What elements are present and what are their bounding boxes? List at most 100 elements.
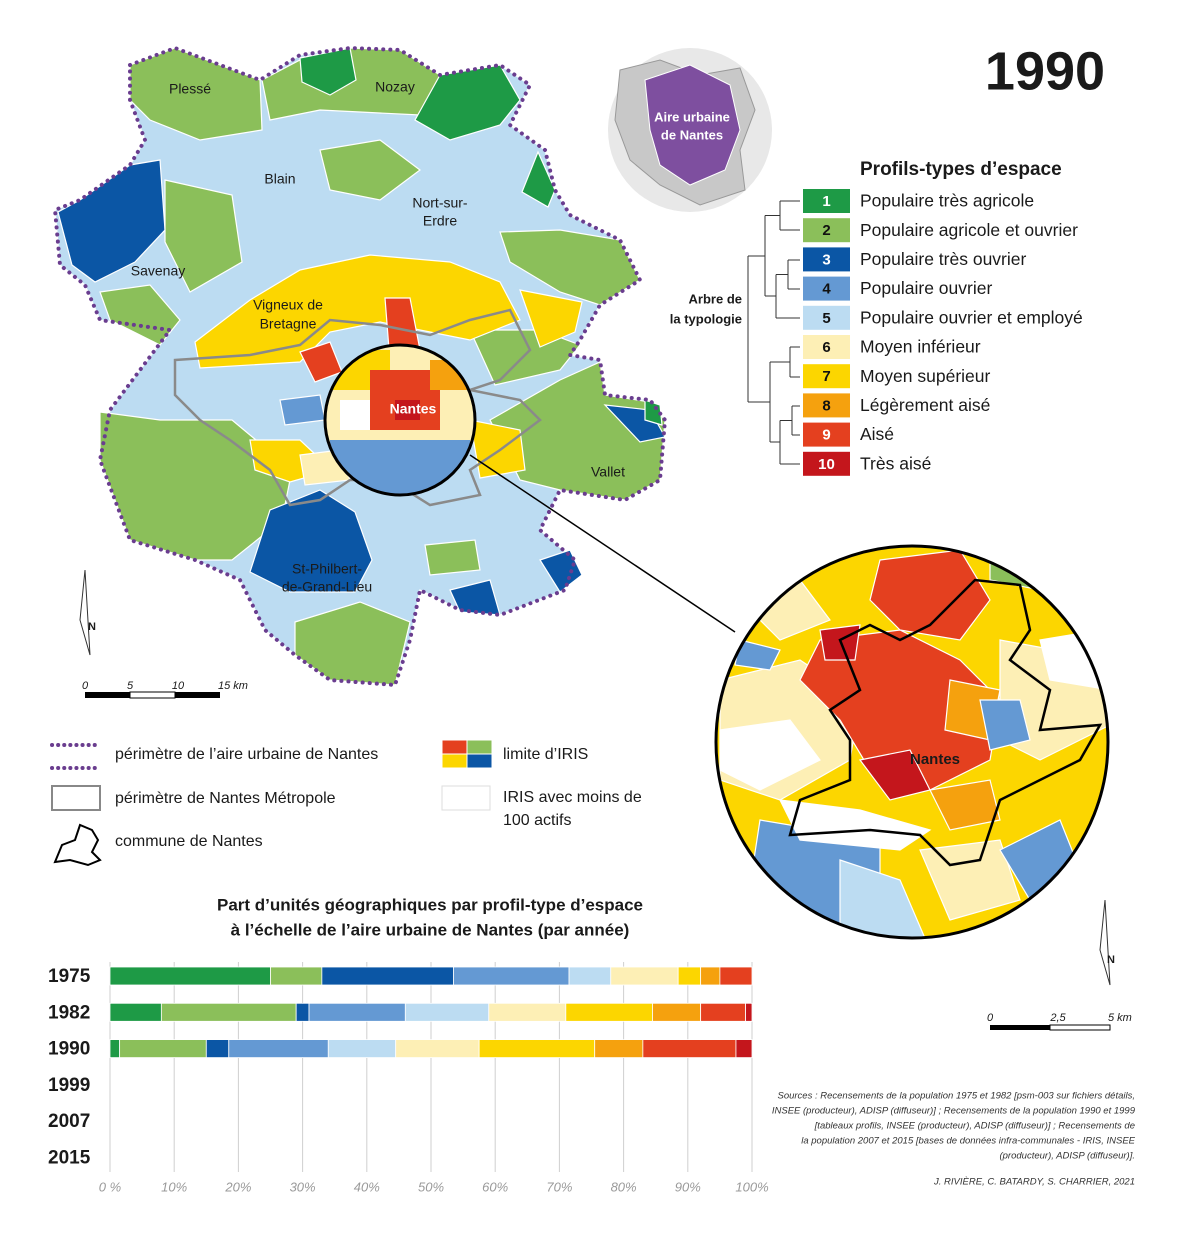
legend-key: 5: [822, 310, 830, 327]
legend-swatch: [803, 422, 850, 447]
x-tick-label: 0 %: [99, 1179, 121, 1194]
place-label: Nantes: [390, 401, 437, 417]
place-label: Vallet: [591, 464, 625, 480]
legend-title: Profils-types d’espace: [860, 159, 1062, 180]
legend-key: 10: [818, 456, 835, 473]
zoom-label: Nantes: [910, 751, 960, 768]
place-label: Bretagne: [260, 316, 317, 332]
north-label: N: [1107, 954, 1115, 966]
place-label: Savenay: [131, 263, 185, 279]
scale-bar: 0 5 10 15 km 0 2,5 5 km: [82, 680, 1132, 1031]
scale-label: 0: [82, 680, 89, 692]
legend-label: Populaire très ouvrier: [860, 249, 1026, 269]
legend-label: Moyen supérieur: [860, 366, 991, 386]
bar-segment: [308, 1002, 406, 1022]
inset-label: de Nantes: [661, 127, 723, 142]
legend-swatch: [803, 364, 850, 389]
y-tick-label: 1975: [48, 966, 91, 987]
chart-title: Part d’unités géographiques par profil-t…: [217, 895, 643, 914]
x-tick-label: 40%: [354, 1179, 380, 1194]
legend-label: Populaire agricole et ouvrier: [860, 220, 1078, 240]
bar-segment: [404, 1002, 490, 1022]
tree-label: Arbre de: [689, 291, 742, 306]
bar-segment: [109, 966, 271, 986]
source-line: [tableaux profils, INSEE (producteur), A…: [814, 1121, 1135, 1132]
bar-segment: [109, 1039, 121, 1058]
bar-segment: [321, 966, 454, 986]
legend-label: Populaire très agricole: [860, 191, 1034, 211]
legend-label: Très aisé: [860, 453, 931, 473]
source-line: INSEE (producteur), ADISP (diffuseur)] ;…: [772, 1106, 1136, 1117]
legend-swatch: [803, 451, 850, 476]
legend-label: périmètre de Nantes Métropole: [115, 790, 336, 807]
scale-label: 5 km: [1108, 1012, 1132, 1024]
legend-swatch: [803, 247, 850, 272]
y-tick-label: 1990: [48, 1039, 90, 1060]
legend-label: commune de Nantes: [115, 833, 263, 850]
north-arrow: N N: [79, 569, 1115, 986]
bar-segment: [228, 1039, 329, 1058]
main-map: [52, 45, 736, 688]
place-label: Nort-sur-: [412, 195, 468, 211]
legend-key: 3: [822, 251, 830, 268]
bar-segment: [745, 1002, 753, 1022]
tree-label: la typologie: [670, 311, 742, 326]
bar-segment: [205, 1039, 230, 1058]
legend-swatch: [803, 189, 850, 213]
inset-locator: Aire urbaine de Nantes: [608, 48, 772, 212]
place-label: Blain: [264, 171, 295, 187]
bar-segment: [327, 1039, 397, 1058]
bar-segment: [735, 1039, 753, 1058]
legend-label: Moyen inférieur: [860, 337, 981, 357]
legend-key: 7: [822, 368, 830, 385]
x-tick-label: 30%: [290, 1179, 316, 1194]
legend-swatch: [803, 276, 850, 301]
legend-label: Aisé: [860, 424, 894, 444]
bar-segment: [395, 1039, 480, 1058]
credits: J. RIVIÈRE, C. BATARDY, S. CHARRIER, 202…: [933, 1177, 1135, 1188]
bar-segment: [677, 966, 702, 986]
bar-segment: [610, 966, 679, 986]
bar-chart: Part d’unités géographiques par profil-t…: [48, 895, 769, 1194]
legend-key: 2: [822, 222, 830, 239]
place-label: Nozay: [375, 79, 415, 95]
scale-label: 5: [127, 680, 134, 692]
source-line: la population 2007 et 2015 [bases de don…: [801, 1136, 1135, 1147]
place-label: de-Grand-Lieu: [282, 579, 372, 595]
legend-swatch: [803, 393, 850, 418]
legend-key: 6: [822, 339, 830, 356]
x-tick-label: 10%: [161, 1179, 187, 1194]
place-label: Vigneux de: [253, 297, 323, 313]
bar-segment: [568, 966, 612, 986]
x-tick-label: 70%: [546, 1179, 572, 1194]
x-tick-label: 80%: [611, 1179, 637, 1194]
y-tick-label: 2015: [48, 1148, 91, 1169]
bar-segment: [488, 1002, 567, 1022]
legend-key: 1: [822, 193, 830, 210]
place-label: St-Philbert-: [292, 561, 362, 577]
bar-segment: [652, 1002, 702, 1022]
bar-segment: [642, 1039, 737, 1058]
y-tick-label: 1999: [48, 1075, 90, 1096]
bar-segment: [119, 1039, 207, 1058]
legend-label: 100 actifs: [503, 812, 571, 829]
north-label: N: [88, 621, 96, 633]
bar-segment: [700, 1002, 746, 1022]
place-label: Erdre: [423, 213, 457, 229]
x-tick-label: 90%: [675, 1179, 701, 1194]
sources: Sources : Recensements de la population …: [772, 1091, 1136, 1162]
bar-segment: [295, 1002, 310, 1022]
scale-label: 2,5: [1049, 1012, 1066, 1024]
scale-label: 15 km: [218, 680, 248, 692]
legend-swatch: [803, 218, 850, 243]
legend-label: périmètre de l’aire urbaine de Nantes: [115, 746, 378, 763]
y-tick-label: 2007: [48, 1111, 90, 1132]
legend-label: limite d’IRIS: [503, 746, 588, 763]
scale-label: 10: [172, 680, 185, 692]
source-line: (producteur), ADISP (diffuseur)].: [999, 1151, 1135, 1162]
x-tick-label: 50%: [418, 1179, 444, 1194]
bar-segment: [700, 966, 721, 986]
legend-label: Populaire ouvrier et employé: [860, 307, 1083, 327]
place-label: Plessé: [169, 81, 211, 97]
